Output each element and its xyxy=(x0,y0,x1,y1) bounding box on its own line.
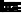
Bar xyxy=(6,6,9,12)
Bar xyxy=(13,4,17,12)
Bar xyxy=(17,9,20,12)
Bar xyxy=(3,11,6,12)
Bar xyxy=(9,9,13,12)
Bar xyxy=(10,11,13,12)
Bar xyxy=(14,6,16,12)
Bar xyxy=(6,4,9,12)
